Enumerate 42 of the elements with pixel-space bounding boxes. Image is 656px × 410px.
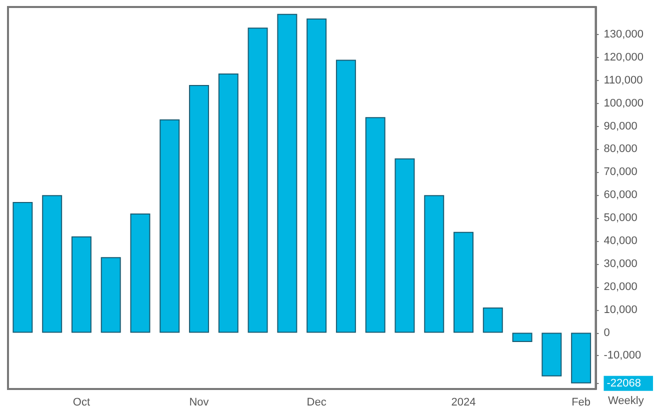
bar [160,119,180,333]
bar [248,28,268,333]
x-tick-label: Feb [572,396,591,408]
y-tick-label: 20,000 [604,280,638,293]
y-tick-label: -22068 [606,377,642,390]
y-tick-label: 120,000 [604,51,644,64]
y-tick-label: 70,000 [604,166,638,178]
bar [71,236,92,333]
y-tick-label: 50,000 [604,212,638,224]
bar [512,332,532,342]
y-tick-label: 40,000 [604,235,638,248]
y-tick-label: -10,000 [604,350,642,362]
bar [365,117,386,333]
x-tick-label: Dec [306,396,327,408]
y-tick-label: 60,000 [604,189,638,202]
x-tick-label: 2024 [451,396,476,408]
bar [130,213,150,333]
y-tick-label: 0 [604,326,610,339]
bar [454,232,474,333]
y-tick-label: 10,000 [604,304,638,316]
bar [306,18,327,333]
y-tick-label: 80,000 [604,143,638,156]
bar [542,332,562,376]
bar [336,60,356,333]
bar [218,74,238,333]
y-tick-label: 110,000 [604,74,643,86]
bar [424,195,444,333]
y-tick-label: 130,000 [604,28,644,41]
bar [394,158,415,333]
bar [277,14,298,333]
x-tick-label: Oct [72,396,90,408]
bar [189,85,210,333]
bar [571,332,592,384]
x-tick-label: Nov [189,396,210,408]
bar [100,257,121,333]
y-tick-label: 90,000 [604,120,638,132]
text: Weekly [608,395,644,407]
y-tick-label: 30,000 [604,258,638,270]
bar [12,202,33,333]
bar [482,308,503,333]
bar [42,195,62,333]
y-tick-label: 100,000 [604,97,644,110]
